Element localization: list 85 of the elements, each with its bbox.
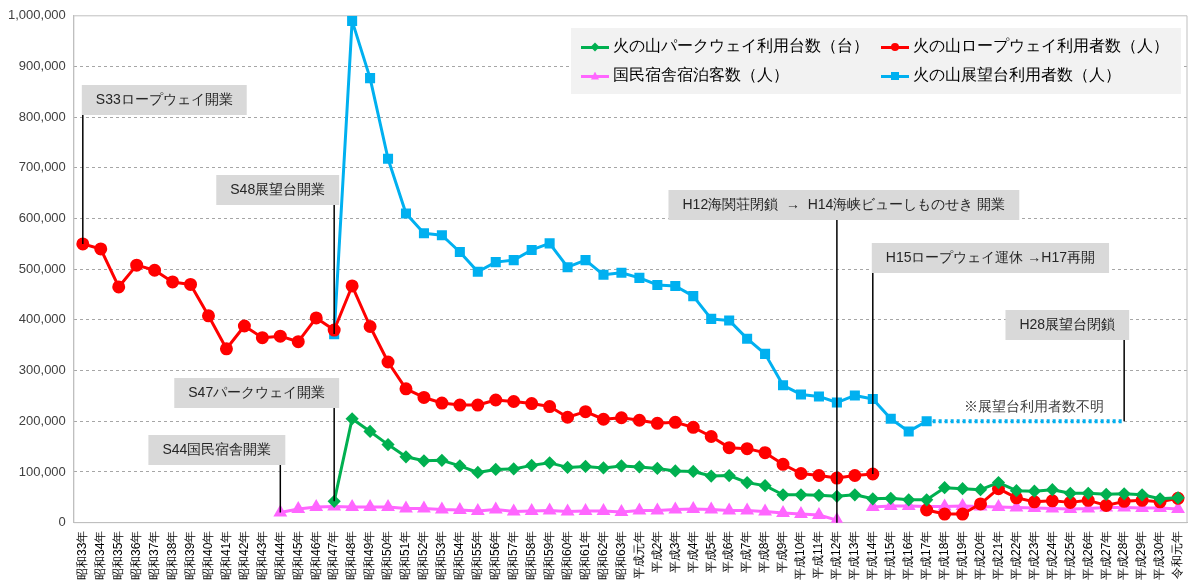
x-tick-label: 平成2年 — [649, 530, 664, 574]
x-tick-label: 平成23年 — [1026, 530, 1041, 581]
x-tick-label: 昭和58年 — [523, 530, 538, 581]
x-tick-label: 平成27年 — [1098, 530, 1113, 581]
x-tick-label: 平成9年 — [775, 530, 790, 574]
x-tick-label: 昭和56年 — [488, 530, 503, 581]
x-tick-label: 昭和35年 — [111, 530, 126, 581]
x-tick-label: 昭和57年 — [506, 530, 521, 581]
x-tick-label: 昭和44年 — [272, 530, 287, 581]
x-tick-label: 平成25年 — [1062, 530, 1077, 581]
x-tick-label: 平成24年 — [1044, 530, 1059, 581]
x-tick-label: 平成30年 — [1152, 530, 1167, 581]
x-tick-label: 昭和46年 — [308, 530, 323, 581]
x-tick-label: 昭和34年 — [93, 530, 108, 581]
x-tick-label: 昭和45年 — [290, 530, 305, 581]
x-tick-label: 昭和52年 — [416, 530, 431, 581]
x-tick-label: 平成22年 — [1008, 530, 1023, 581]
y-tick-label: 100,000 — [18, 463, 66, 479]
x-tick-label: 平成3年 — [667, 530, 682, 574]
x-tick-label: 昭和48年 — [344, 530, 359, 581]
annotation: S33ロープウェイ開業 — [95, 90, 233, 107]
y-tick-label: 700,000 — [18, 159, 66, 175]
x-tick-label: 平成14年 — [865, 530, 880, 581]
y-tick-label: 600,000 — [18, 210, 66, 226]
annotation: S44国民宿舎開業 — [162, 440, 272, 457]
x-tick-label: 平成19年 — [954, 530, 969, 581]
legend-label: 火の山展望台利用者数（人） — [913, 65, 1121, 85]
x-tick-label: 昭和51年 — [398, 530, 413, 581]
x-tick-label: 昭和55年 — [470, 530, 485, 581]
x-tick-label: 平成12年 — [829, 530, 844, 581]
y-tick-label: 500,000 — [18, 260, 66, 276]
x-tick-label: 平成26年 — [1080, 530, 1095, 581]
annotation: S47パークウェイ開業 — [188, 383, 326, 400]
x-tick-label: 平成20年 — [972, 530, 987, 581]
x-tick-label: 平成4年 — [685, 530, 700, 574]
x-tick-label: 平成29年 — [1134, 530, 1149, 581]
annotation: S48展望台開業 — [230, 180, 326, 197]
x-tick-label: 平成21年 — [990, 530, 1005, 581]
annotation: H15ロープウェイ運休 →H17再開 — [885, 248, 1096, 265]
x-tick-label: 平成16年 — [901, 530, 916, 581]
x-tick-label: 昭和43年 — [254, 530, 269, 581]
legend-label: 火の山パークウェイ利用台数（台） — [613, 36, 869, 56]
x-tick-label: 昭和37年 — [146, 530, 161, 581]
y-tick-label: 0 — [58, 514, 66, 530]
x-tick-label: 平成元年 — [631, 530, 646, 579]
x-tick-label: 昭和41年 — [218, 530, 233, 581]
x-tick-label: 平成10年 — [793, 530, 808, 581]
x-tick-label: 昭和63年 — [613, 530, 628, 581]
x-tick-label: 昭和59年 — [541, 530, 556, 581]
x-tick-label: 昭和54年 — [452, 530, 467, 581]
x-tick-label: 昭和40年 — [200, 530, 215, 581]
y-tick-label: 900,000 — [18, 58, 66, 74]
x-tick-label: 昭和49年 — [362, 530, 377, 581]
x-tick-label: 平成13年 — [847, 530, 862, 581]
y-tick-label: 300,000 — [18, 362, 66, 378]
x-tick-label: 昭和39年 — [182, 530, 197, 581]
y-tick-label: 400,000 — [18, 311, 66, 327]
x-tick-label: 昭和60年 — [559, 530, 574, 581]
x-tick-label: 平成18年 — [936, 530, 951, 581]
x-tick-label: 昭和42年 — [236, 530, 251, 581]
x-tick-label: 平成5年 — [703, 530, 718, 574]
legend-label: 国民宿舎宿泊客数（人） — [613, 65, 789, 85]
annotation: ※展望台利用者数不明 — [964, 398, 1105, 415]
annotation: H28展望台閉鎖 — [1019, 315, 1116, 332]
y-tick-label: 800,000 — [18, 108, 66, 124]
x-tick-label: 平成15年 — [883, 530, 898, 581]
x-tick-label: 平成28年 — [1116, 530, 1131, 581]
y-tick-label: 200,000 — [18, 412, 66, 428]
x-tick-label: 昭和36年 — [128, 530, 143, 581]
x-tick-label: 昭和50年 — [380, 530, 395, 581]
x-tick-label: 平成6年 — [721, 530, 736, 574]
x-tick-label: 平成8年 — [757, 530, 772, 574]
x-tick-label: 平成17年 — [918, 530, 933, 581]
x-tick-label: 昭和61年 — [577, 530, 592, 581]
x-tick-label: 昭和53年 — [434, 530, 449, 581]
x-tick-label: 昭和33年 — [75, 530, 90, 581]
legend-label: 火の山ロープウェイ利用者数（人） — [913, 36, 1169, 56]
y-tick-label: 1,000,000 — [7, 7, 66, 23]
x-tick-label: 令和元年 — [1170, 530, 1185, 579]
x-tick-label: 昭和38年 — [164, 530, 179, 581]
x-tick-label: 平成11年 — [811, 530, 826, 580]
annotation: H12海関荘閉鎖 → H14海峡ビューしものせき 開業 — [682, 195, 1006, 212]
x-tick-label: 昭和47年 — [326, 530, 341, 581]
x-tick-label: 平成7年 — [739, 530, 754, 574]
x-tick-label: 昭和62年 — [595, 530, 610, 581]
